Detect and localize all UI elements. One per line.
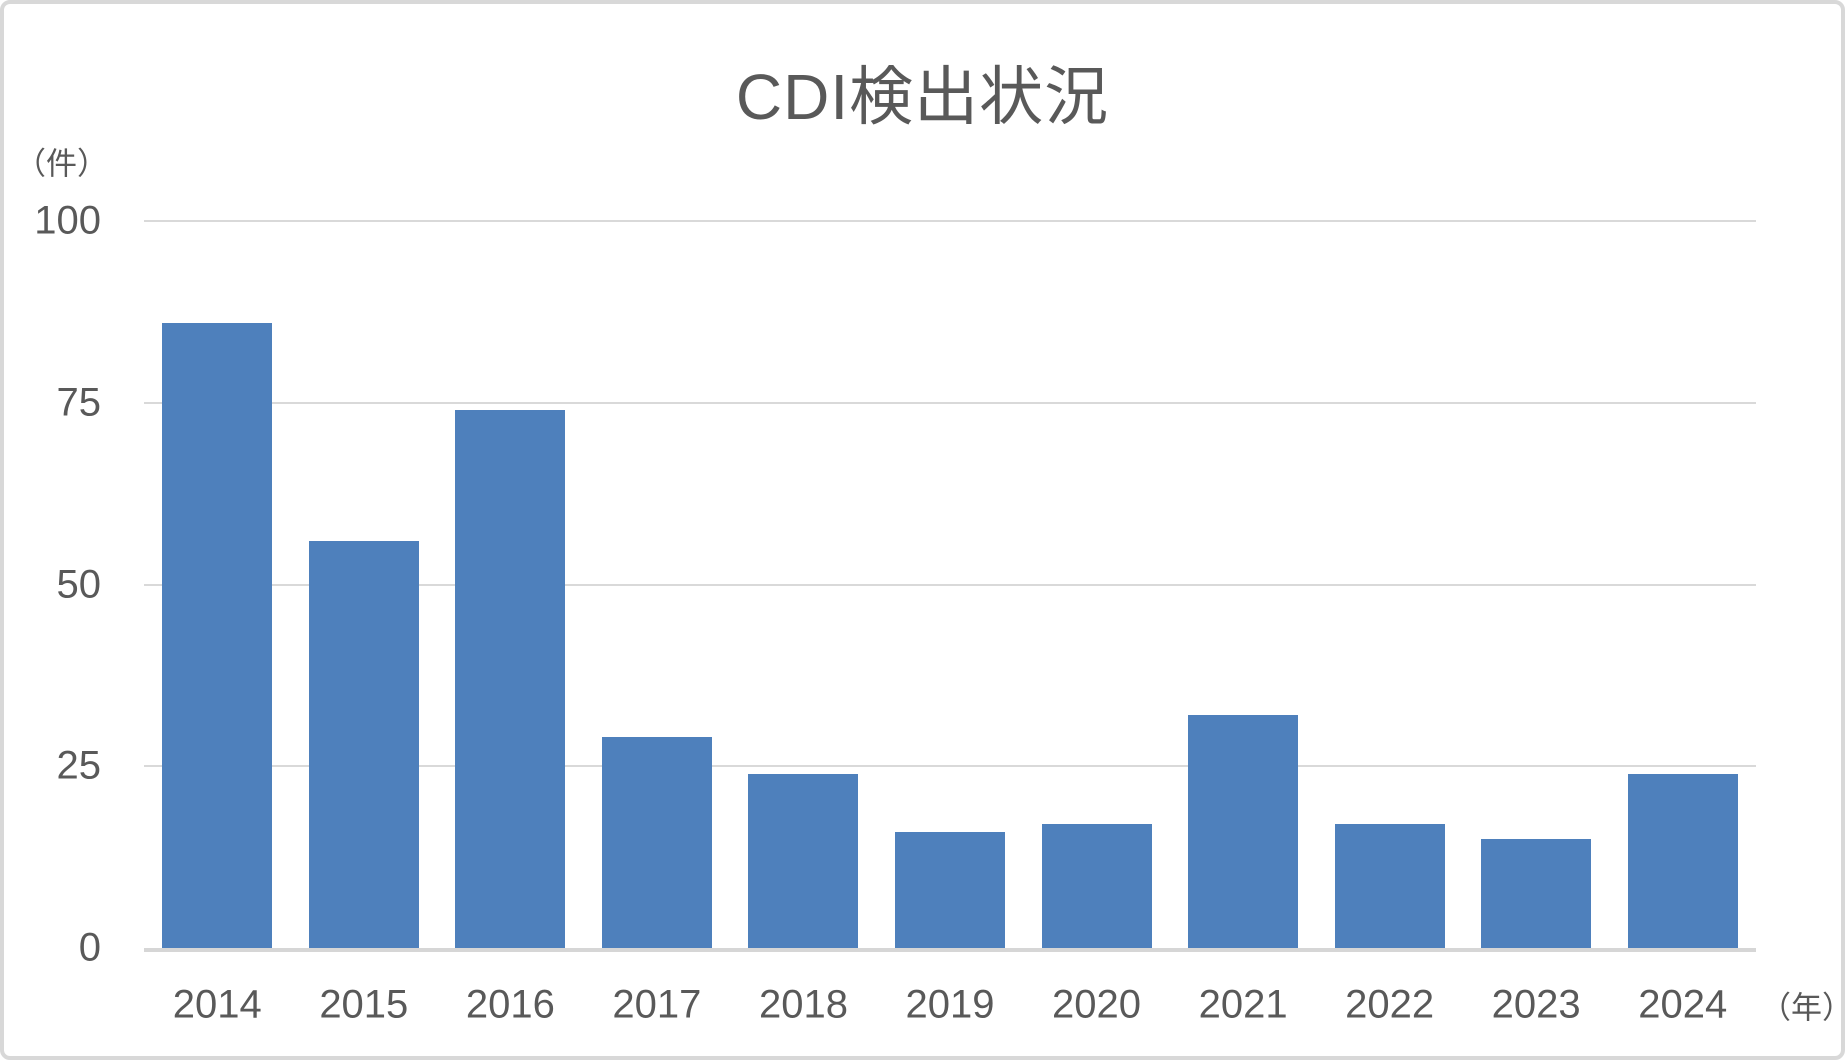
gridline-100 — [144, 220, 1756, 222]
bar-2022 — [1334, 824, 1445, 948]
x-tick-label-2019: 2019 — [905, 982, 995, 1027]
bar-2023 — [1481, 838, 1592, 948]
y-tick-label-25: 25 — [56, 743, 102, 788]
bar-2015 — [308, 540, 419, 948]
gridline-75 — [144, 401, 1756, 404]
y-tick-label-50: 50 — [56, 562, 102, 606]
chart-title: CDI検出状況 — [735, 61, 1110, 133]
x-axis-unit-label: （年） — [1760, 990, 1845, 1026]
bar-2019 — [895, 831, 1005, 948]
bar-2020 — [1041, 824, 1152, 948]
bar-2017 — [601, 737, 712, 948]
x-axis-line — [144, 948, 1756, 952]
x-tick-label-2020: 2020 — [1052, 982, 1142, 1027]
bar-2024 — [1627, 773, 1738, 948]
bar-2016 — [455, 410, 566, 948]
y-tick-label-0: 0 — [78, 925, 101, 970]
bar-2018 — [748, 773, 859, 948]
x-tick-label-2015: 2015 — [319, 982, 409, 1027]
x-tick-label-2017: 2017 — [612, 982, 702, 1027]
x-tick-label-2022: 2022 — [1345, 982, 1435, 1027]
y-tick-label-100: 100 — [34, 198, 101, 243]
x-tick-label-2018: 2018 — [758, 982, 848, 1027]
bar-2021 — [1188, 715, 1299, 948]
y-tick-label-75: 75 — [56, 380, 102, 425]
x-tick-label-2014: 2014 — [172, 982, 262, 1027]
x-tick-label-2024: 2024 — [1638, 982, 1728, 1027]
x-tick-label-2023: 2023 — [1491, 982, 1581, 1027]
bar-2014 — [162, 322, 273, 948]
gridline-50 — [144, 583, 1756, 586]
plot-area — [144, 220, 1756, 952]
x-tick-label-2016: 2016 — [465, 982, 555, 1027]
gridline-25 — [144, 765, 1756, 768]
y-axis-unit-label: （件） — [15, 146, 108, 182]
x-tick-label-2021: 2021 — [1198, 982, 1288, 1027]
